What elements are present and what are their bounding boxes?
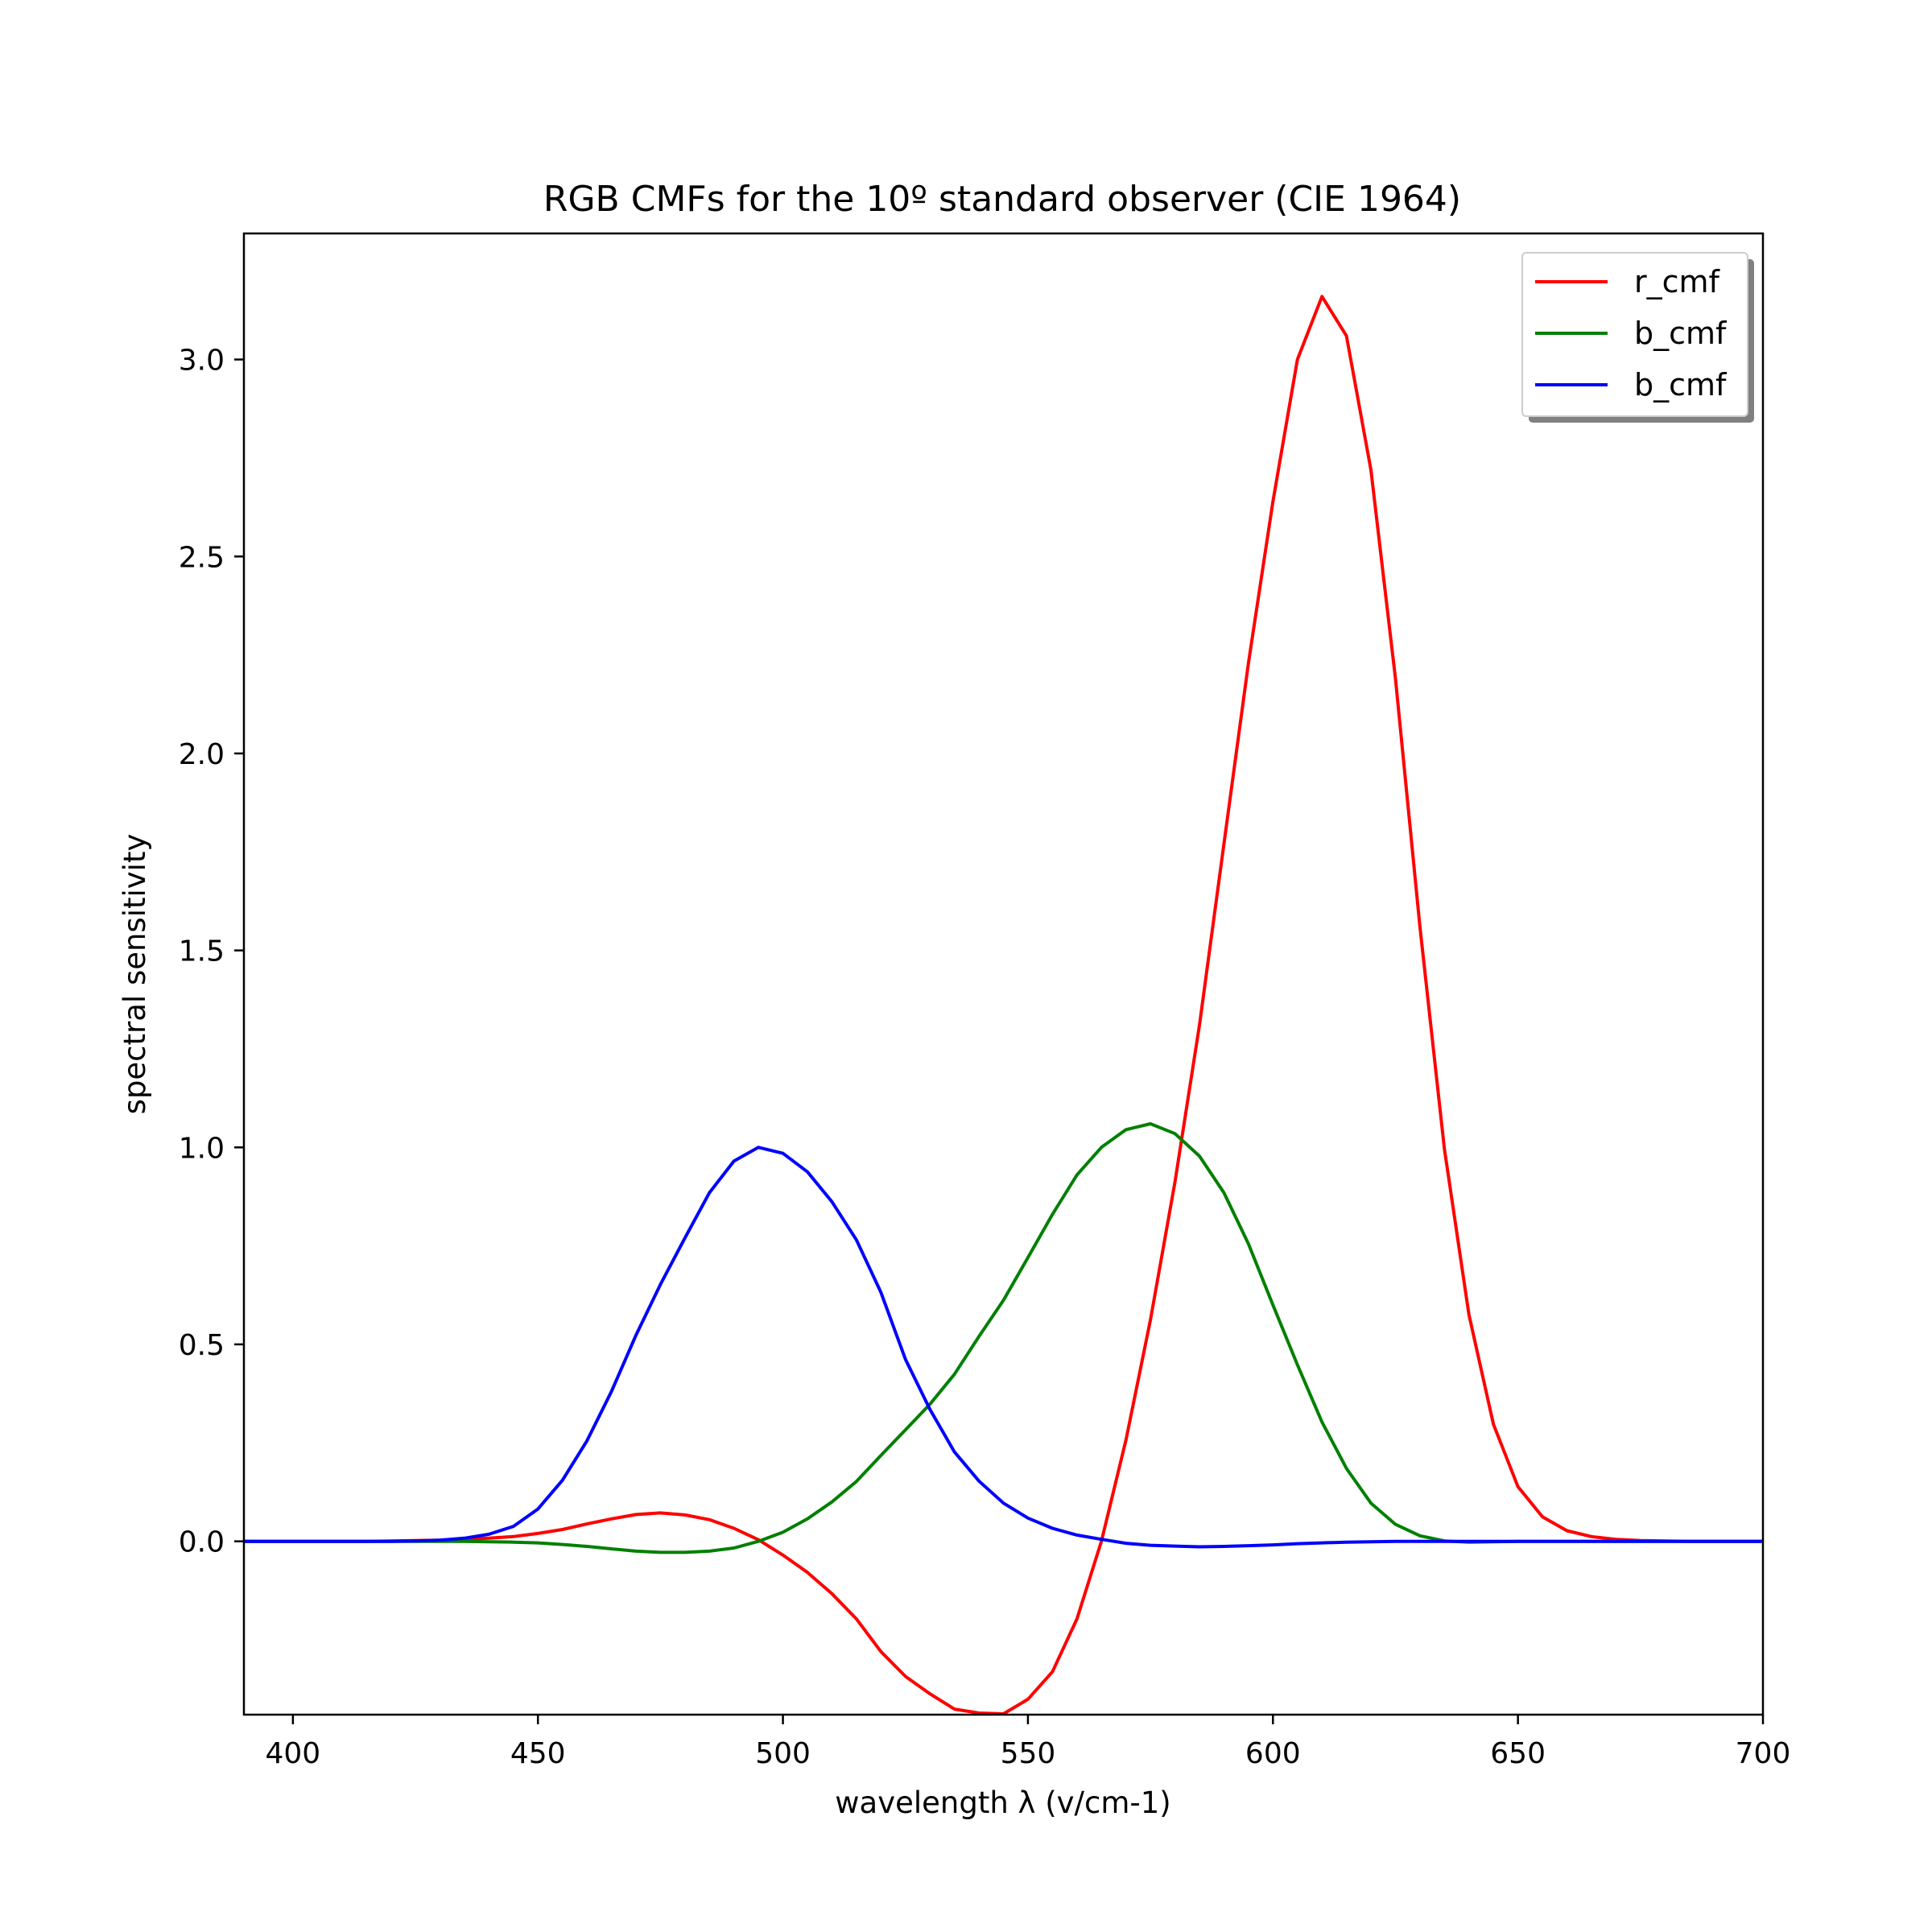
series-line-3 [244,1146,1763,1549]
y-tick-label: 3.0 [179,345,225,378]
y-tick-label: 2.0 [179,738,225,771]
x-tick-label: 400 [266,1737,321,1770]
y-tick-label: 1.5 [179,935,225,968]
legend: r_cmf b_cmf b_cmf [1521,252,1754,423]
legend-label: b_cmf [1634,367,1728,402]
x-tick-label: 650 [1490,1737,1546,1770]
y-tick-label: 0.5 [179,1329,225,1362]
y-axis: 0.0 0.5 1.0 1.5 2.0 2.5 3.0 [179,345,244,1559]
x-axis-label: wavelength λ (v/cm-1) [835,1785,1170,1820]
x-tick-label: 550 [1001,1737,1056,1770]
legend-entries: r_cmf b_cmf b_cmf [1535,264,1728,402]
y-axis-label: spectral sensitivity [118,834,152,1115]
y-tick-label: 0.0 [179,1526,225,1559]
plot-frame [242,232,1765,1716]
legend-box [1521,252,1748,417]
legend-label: r_cmf [1634,264,1721,299]
x-tick-label: 500 [755,1737,811,1770]
x-tick-label: 450 [510,1737,566,1770]
legend-label: b_cmf [1634,316,1728,351]
x-tick-label: 700 [1736,1737,1791,1770]
x-axis: 400 450 500 550 600 650 700 [266,1715,1791,1770]
y-tick-label: 2.5 [179,541,225,574]
x-tick-label: 600 [1245,1737,1301,1770]
plot-area [242,232,1765,1716]
chart-title: RGB CMFs for the 10º standard observer (… [543,179,1461,220]
y-tick-label: 1.0 [179,1132,225,1165]
